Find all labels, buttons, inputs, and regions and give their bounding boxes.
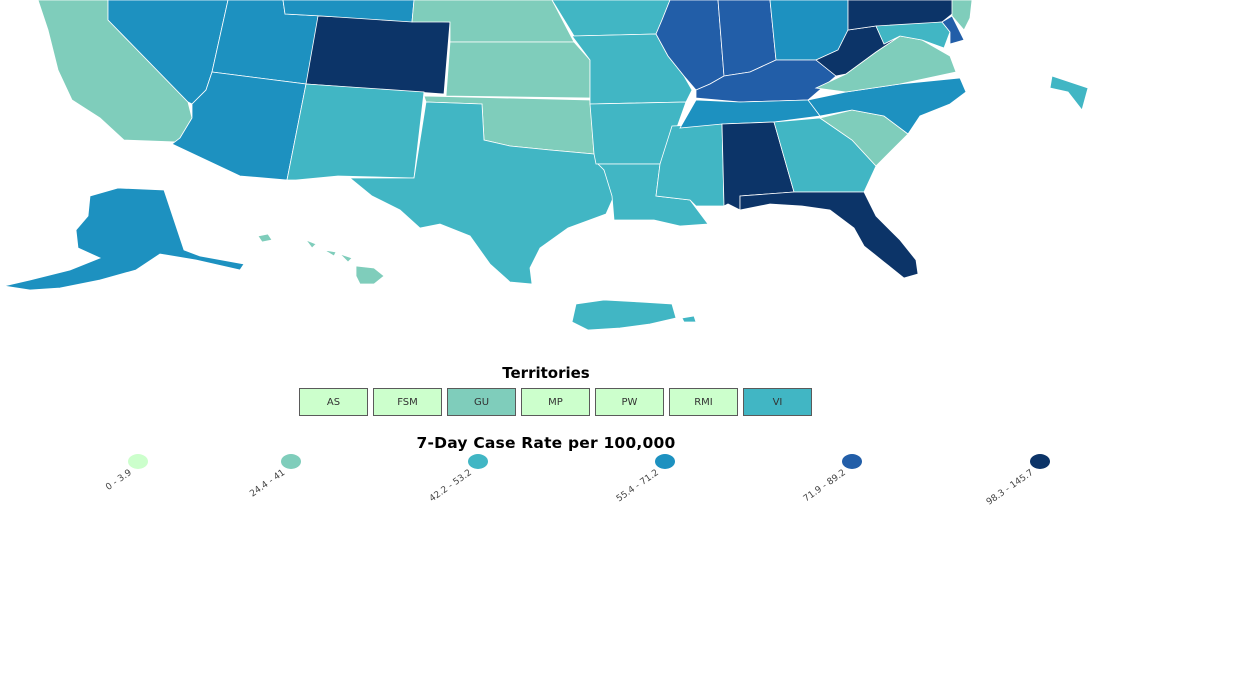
- state-hawaii[interactable]: [257, 233, 385, 285]
- legend-title: 7-Day Case Rate per 100,000: [416, 434, 676, 452]
- state-alaska[interactable]: [3, 187, 245, 291]
- territory-buttons: AS FSM GU MP PW RMI VI: [299, 388, 812, 416]
- territory-label: RMI: [694, 396, 713, 408]
- territories-title: Territories: [502, 364, 590, 382]
- state-florida[interactable]: [739, 191, 919, 279]
- legend-swatch: [1030, 454, 1050, 469]
- legend-swatch: [842, 454, 862, 469]
- territory-button-mp[interactable]: MP: [521, 388, 590, 416]
- territory-button-gu[interactable]: GU: [447, 388, 516, 416]
- state-delaware[interactable]: [941, 15, 965, 45]
- us-choropleth-map: [3, 0, 1089, 331]
- legend-swatch: [655, 454, 675, 469]
- legend-swatch: [468, 454, 488, 469]
- state-texas[interactable]: [348, 101, 615, 285]
- territory-button-as[interactable]: AS: [299, 388, 368, 416]
- territory-label: VI: [772, 396, 783, 408]
- legend-swatch: [281, 454, 301, 469]
- state-colorado[interactable]: [305, 15, 451, 95]
- legend-label: 0 - 3.9: [104, 468, 134, 493]
- legend-label: 55.4 - 71.2: [614, 468, 661, 505]
- legend-label: 71.9 - 89.2: [801, 468, 848, 505]
- legend-label: 42.2 - 53.2: [427, 468, 474, 505]
- state-new-jersey[interactable]: [951, 0, 973, 31]
- state-rhode-island[interactable]: [1049, 75, 1089, 111]
- territory-puerto-rico[interactable]: [571, 299, 697, 331]
- territory-label: MP: [548, 396, 563, 408]
- territory-label: FSM: [397, 396, 418, 408]
- legend-swatch: [128, 454, 148, 469]
- territory-label: PW: [621, 396, 638, 408]
- territory-button-fsm[interactable]: FSM: [373, 388, 442, 416]
- state-iowa[interactable]: [551, 0, 671, 37]
- state-wyoming[interactable]: [282, 0, 415, 23]
- territory-label: GU: [473, 396, 490, 408]
- state-kansas[interactable]: [445, 41, 591, 99]
- territory-button-vi[interactable]: VI: [743, 388, 812, 416]
- territory-label: AS: [326, 396, 341, 408]
- state-new-mexico[interactable]: [286, 83, 425, 181]
- territory-button-pw[interactable]: PW: [595, 388, 664, 416]
- legend-label: 24.4 - 41: [247, 468, 287, 500]
- legend-label: 98.3 - 145.7: [985, 468, 1036, 508]
- territory-button-rmi[interactable]: RMI: [669, 388, 738, 416]
